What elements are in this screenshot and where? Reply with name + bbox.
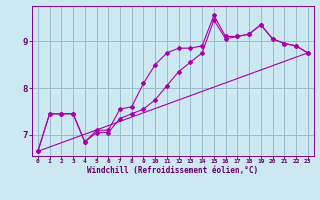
X-axis label: Windchill (Refroidissement éolien,°C): Windchill (Refroidissement éolien,°C) (87, 166, 258, 175)
